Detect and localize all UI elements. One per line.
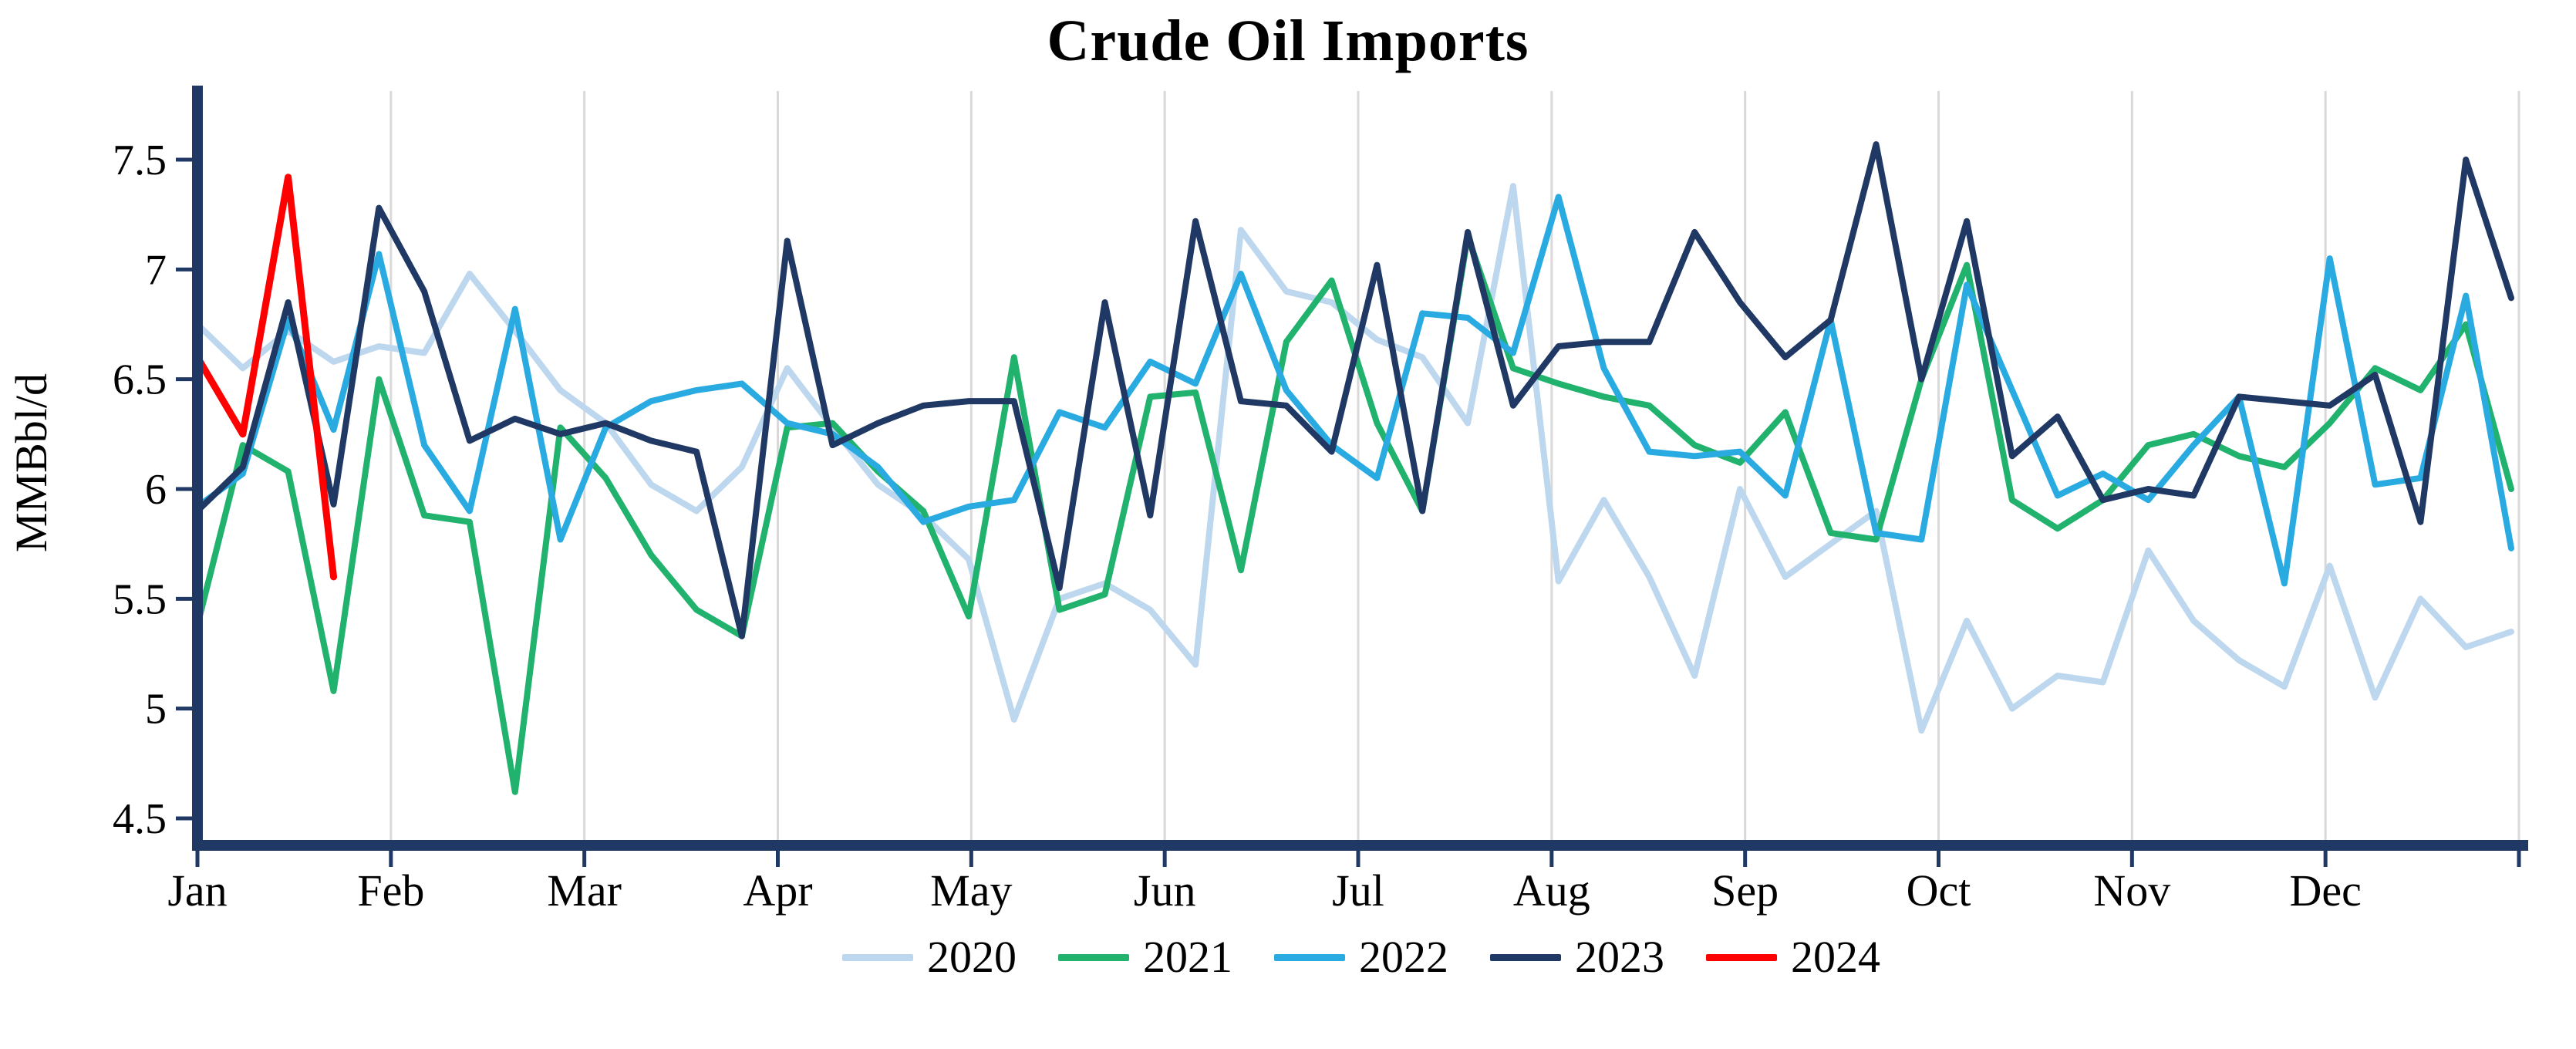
y-tick-label: 6.5 [113,356,167,404]
y-tick-label: 6 [145,466,167,514]
x-tick-label: Jul [1332,865,1384,916]
x-tick-label: Jan [167,865,227,916]
x-tick-label: Nov [2093,865,2170,916]
legend-swatch-2024 [1706,953,1777,961]
y-tick-label: 4.5 [113,795,167,843]
legend-item-2020: 2020 [842,935,1017,980]
x-tick-label: Dec [2289,865,2361,916]
x-tick-label: Jun [1134,865,1196,916]
chart-title: Crude Oil Imports [1047,8,1529,73]
y-tick-label: 7.5 [113,137,167,184]
series-line-2020 [194,183,2514,734]
x-tick-label: Apr [743,865,812,916]
series-line-2024 [194,174,337,581]
legend-item-2024: 2024 [1706,935,1880,980]
legend-item-2021: 2021 [1058,935,1232,980]
legend-label-2021: 2021 [1143,932,1232,982]
legend-swatch-2022 [1274,953,1345,961]
x-tick-label: Mar [547,865,622,916]
axis-tick-labels: 4.5 5 5.5 6 6.5 7 7.5 Jan Feb Mar Apr May Jun Jul Aug S… [113,137,2362,916]
series-line-2023 [194,141,2514,639]
legend-item-2023: 2023 [1490,935,1664,980]
axes [176,86,2528,867]
x-tick-label: Sep [1711,865,1779,916]
x-tick-label: May [930,865,1012,916]
y-tick-label: 5 [145,686,167,734]
legend-label-2020: 2020 [927,932,1017,982]
series-line-2022 [194,194,2514,587]
legend-label-2024: 2024 [1791,932,1880,982]
legend-swatch-2023 [1490,953,1561,961]
x-tick-label: Aug [1513,865,1590,916]
data-series [194,141,2514,795]
legend-swatch-2021 [1058,953,1129,961]
x-tick-label: Oct [1907,865,1971,916]
y-tick-label: 7 [145,246,167,294]
gridlines [389,91,2520,845]
y-tick-label: 5.5 [113,575,167,623]
legend-item-2022: 2022 [1274,935,1448,980]
y-axis-label: MMBbl/d [6,373,56,552]
chart-legend: 2020 2021 2022 2023 2024 [0,935,2576,980]
x-tick-label: Feb [357,865,424,916]
legend-label-2023: 2023 [1575,932,1664,982]
legend-swatch-2020 [842,953,913,961]
legend-label-2022: 2022 [1359,932,1448,982]
